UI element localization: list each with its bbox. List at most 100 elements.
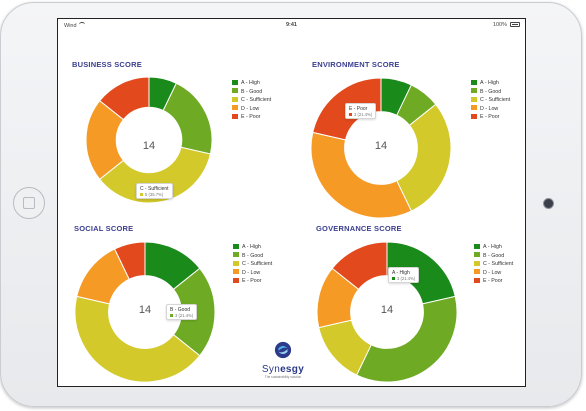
legend-item[interactable]: C - Sufficient [233, 260, 272, 269]
carrier-label: Wind [64, 22, 85, 29]
clock: 9:41 [285, 22, 297, 28]
legend-swatch [232, 96, 238, 102]
legend-swatch [233, 277, 239, 283]
legend-item[interactable]: E - Poor [471, 113, 510, 122]
legend-label: C - Sufficient [483, 261, 514, 267]
legend-swatch [471, 79, 477, 85]
donut-slice-e-poor[interactable] [99, 76, 150, 121]
environment-score-title: ENVIRONMENT SCORE [312, 60, 400, 69]
donut-slice-c-sufficient[interactable] [74, 295, 201, 383]
environment-score-tooltip: E - Poor 3 (21.4%) [345, 103, 377, 119]
legend-label: D - Low [242, 269, 261, 276]
social-score-total: 14 [138, 304, 152, 316]
legend-swatch [474, 269, 480, 275]
governance-score-tooltip: A - High 3 (21.4%) [388, 267, 420, 283]
legend-swatch [233, 243, 239, 249]
logo-name-suffix: esgy [280, 364, 305, 375]
legend-item[interactable]: E - Poor [233, 277, 272, 286]
tooltip-value: 3 (21.4%) [354, 111, 373, 117]
donut-slice-e-poor[interactable] [331, 241, 388, 291]
donut-slice-c-sufficient[interactable] [396, 103, 452, 212]
legend-item[interactable]: B - Good [232, 88, 271, 97]
social-score-tooltip: B - Good 3 (21.4%) [166, 304, 198, 320]
donut-slice-b-good[interactable] [355, 295, 458, 383]
legend-label: B - Good [480, 88, 502, 95]
business-score-title: BUSINESS SCORE [72, 60, 142, 69]
legend-item[interactable]: D - Low [233, 269, 272, 278]
legend-swatch [471, 105, 477, 111]
business-score-total: 14 [142, 140, 156, 152]
legend-swatch [233, 252, 239, 258]
business-score-tooltip: C - Sufficient 5 (35.7%) [136, 183, 173, 199]
social-score-title: SOCIAL SCORE [74, 224, 134, 233]
governance-score-legend: A - High B - Good C - Sufficient D - Low E -… [474, 243, 513, 286]
tooltip-label: B - Good [170, 306, 191, 313]
donut-slice-d-low[interactable] [310, 131, 413, 219]
legend-swatch [471, 88, 477, 94]
camera-icon [543, 198, 554, 209]
legend-label: E - Poor [483, 278, 503, 284]
synesgy-logo: Synesgy The sustainability solution [248, 341, 318, 379]
governance-score-title: GOVERNANCE SCORE [316, 224, 402, 233]
legend-item[interactable]: B - Good [474, 252, 513, 261]
business-score-donut[interactable] [85, 76, 213, 204]
legend-swatch [474, 277, 480, 283]
legend-label: B - Good [483, 252, 505, 259]
legend-item[interactable]: A - High [233, 243, 272, 252]
legend-item[interactable]: D - Low [232, 105, 271, 114]
legend-item[interactable]: A - High [471, 79, 510, 88]
legend-label: C - Sufficient [242, 261, 273, 267]
legend-swatch [471, 96, 477, 102]
home-button[interactable] [13, 187, 45, 219]
governance-score-donut[interactable] [316, 241, 458, 383]
legend-label: D - Low [480, 105, 499, 112]
legend-label: D - Low [241, 105, 260, 112]
legend-label: B - Good [241, 88, 263, 95]
battery-icon [510, 22, 520, 27]
governance-score-total: 14 [380, 304, 394, 316]
tooltip-value: 5 (35.7%) [145, 191, 164, 197]
legend-label: D - Low [483, 269, 502, 276]
tooltip-label: C - Sufficient [140, 185, 169, 192]
wifi-icon [78, 22, 85, 27]
legend-item[interactable]: D - Low [471, 105, 510, 114]
legend-item[interactable]: B - Good [471, 88, 510, 97]
social-score-legend: A - High B - Good C - Sufficient D - Low E -… [233, 243, 272, 286]
legend-label: B - Good [242, 252, 264, 259]
tooltip-label: E - Poor [349, 105, 368, 112]
legend-label: A - High [242, 244, 261, 250]
legend-swatch [233, 260, 239, 266]
legend-swatch [232, 113, 238, 119]
legend-swatch [233, 269, 239, 275]
legend-swatch [474, 243, 480, 249]
legend-swatch [471, 113, 477, 119]
legend-swatch [232, 105, 238, 111]
legend-label: E - Poor [242, 278, 262, 284]
status-bar: Wind 9:41 100% [58, 19, 525, 31]
legend-item[interactable]: A - High [474, 243, 513, 252]
legend-label: E - Poor [241, 114, 261, 120]
donut-slice-e-poor[interactable] [113, 241, 146, 280]
tooltip-value: 3 (21.4%) [175, 312, 194, 318]
tablet-frame: Wind 9:41 100% BUSINESS SCORE 14 A - Hig… [0, 2, 582, 407]
legend-label: C - Sufficient [241, 97, 272, 103]
tooltip-label: A - High [392, 269, 410, 276]
business-score-legend: A - High B - Good C - Sufficient D - Low E -… [232, 79, 271, 122]
legend-item[interactable]: E - Poor [232, 113, 271, 122]
legend-label: A - High [480, 80, 499, 86]
logo-name-prefix: Syn [261, 364, 281, 375]
legend-item[interactable]: A - High [232, 79, 271, 88]
legend-swatch [474, 260, 480, 266]
legend-item[interactable]: C - Sufficient [232, 96, 271, 105]
legend-item[interactable]: E - Poor [474, 277, 513, 286]
legend-label: A - High [483, 244, 502, 250]
synesgy-logo-icon [274, 341, 292, 359]
legend-item[interactable]: C - Sufficient [474, 260, 513, 269]
donut-slice-c-sufficient[interactable] [99, 146, 212, 204]
environment-score-legend: A - High B - Good C - Sufficient D - Low E -… [471, 79, 510, 122]
legend-item[interactable]: D - Low [474, 269, 513, 278]
logo-tagline: The sustainability solution [264, 375, 302, 379]
legend-item[interactable]: C - Sufficient [471, 96, 510, 105]
tooltip-value: 3 (21.4%) [397, 275, 416, 281]
legend-item[interactable]: B - Good [233, 252, 272, 261]
